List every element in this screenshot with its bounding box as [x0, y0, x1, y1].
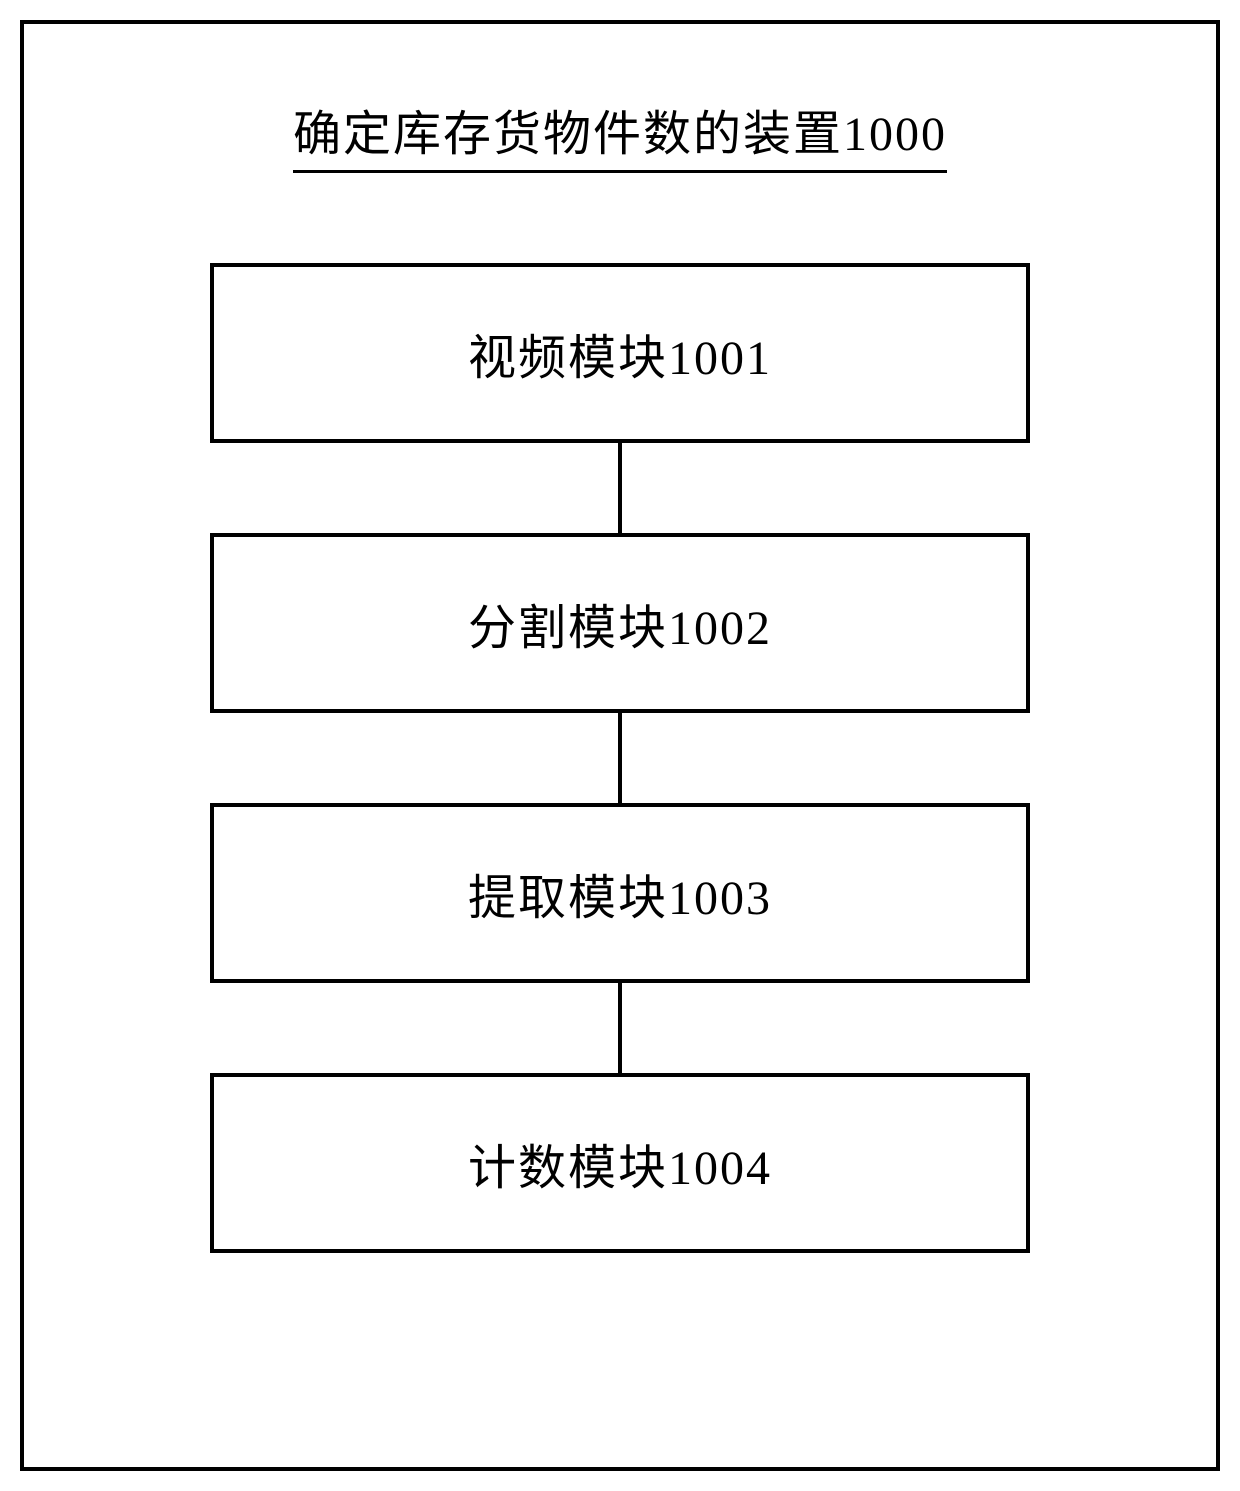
diagram-container: 确定库存货物件数的装置1000 视频模块1001 分割模块1002 提取模块10… [20, 20, 1220, 1471]
node-label: 计数模块1004 [468, 1128, 772, 1198]
connector [618, 443, 622, 533]
flow-area: 视频模块1001 分割模块1002 提取模块1003 计数模块1004 [124, 263, 1116, 1253]
node-counting-module: 计数模块1004 [210, 1073, 1030, 1253]
node-label: 视频模块1001 [468, 318, 772, 388]
node-video-module: 视频模块1001 [210, 263, 1030, 443]
connector [618, 983, 622, 1073]
diagram-title: 确定库存货物件数的装置1000 [293, 94, 947, 173]
node-label: 分割模块1002 [468, 588, 772, 658]
node-segmentation-module: 分割模块1002 [210, 533, 1030, 713]
node-extraction-module: 提取模块1003 [210, 803, 1030, 983]
node-label: 提取模块1003 [468, 858, 772, 928]
connector [618, 713, 622, 803]
